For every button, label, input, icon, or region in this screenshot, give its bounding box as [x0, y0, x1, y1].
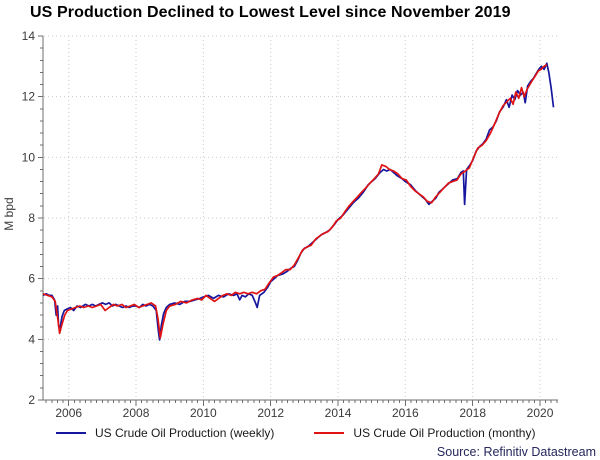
weekly-series-line	[42, 62, 555, 341]
y-tick-label: 6	[28, 272, 35, 286]
weekly-line-swatch	[56, 432, 86, 434]
tick-label-layer: 2 4 6 8 10 12 14 2006 2008 2010 2012 2014 2016 2018 20…	[22, 29, 554, 420]
legend-item-weekly: US Crude Oil Production (weekly)	[56, 426, 274, 440]
x-tick-label: 2010	[190, 406, 217, 420]
chart-title: US Production Declined to Lowest Level s…	[30, 4, 511, 21]
legend-label-weekly: US Crude Oil Production (weekly)	[95, 426, 275, 440]
y-tick-label: 4	[28, 332, 35, 346]
monthly-line-swatch	[314, 432, 345, 434]
source-credit: Source: Refinitiv Datastream	[436, 445, 596, 459]
x-tick-label: 2014	[325, 406, 352, 420]
x-tick-label: 2016	[392, 406, 419, 420]
grid-layer	[44, 35, 558, 399]
legend-item-monthly: US Crude Oil Production (monthy)	[314, 426, 535, 440]
x-tick-label: 2018	[459, 406, 486, 420]
y-tick-label: 8	[28, 211, 35, 225]
y-tick-label: 12	[22, 90, 36, 104]
monthly-series-line	[42, 64, 548, 339]
x-tick-label: 2020	[527, 406, 554, 420]
x-tick-label: 2012	[257, 406, 284, 420]
legend-label-monthly: US Crude Oil Production (monthy)	[353, 426, 536, 440]
legend: US Crude Oil Production (weekly) US Crud…	[56, 426, 576, 440]
series-layer	[42, 62, 555, 341]
y-tick-label: 10	[22, 150, 36, 164]
y-tick-label: 14	[22, 29, 36, 43]
y-tick-label: 2	[28, 393, 35, 407]
axis-layer	[38, 35, 558, 406]
x-tick-label: 2006	[55, 406, 82, 420]
x-tick-label: 2008	[123, 406, 150, 420]
